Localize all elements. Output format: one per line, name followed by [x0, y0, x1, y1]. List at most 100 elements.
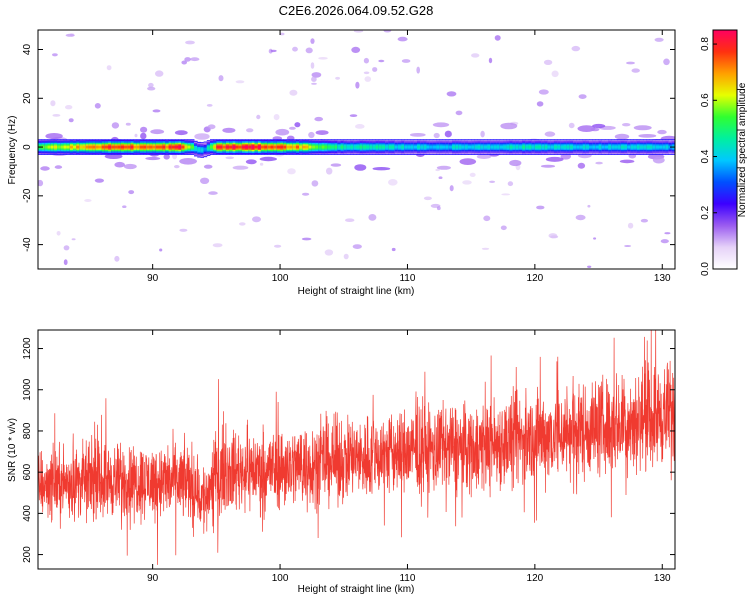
x-tick-label: 130 [654, 573, 671, 584]
band-cell [582, 145, 587, 149]
halo-blob [222, 127, 236, 133]
band-cell [458, 145, 463, 149]
halo-blob [45, 133, 63, 140]
band-cell [350, 145, 354, 149]
band-cell [557, 145, 561, 149]
halo-blob [194, 133, 210, 140]
halo-blob [500, 122, 518, 130]
halo-blob [433, 132, 440, 139]
band-cell [327, 145, 332, 149]
noise-speckle [128, 190, 135, 195]
noise-speckle [181, 60, 187, 65]
band-cell [324, 145, 329, 149]
noise-speckle [174, 165, 180, 169]
band-cell [439, 145, 443, 149]
band-cell [611, 145, 615, 149]
band-cell [254, 145, 259, 149]
halo-blob [354, 164, 367, 171]
halo-blob [232, 165, 249, 170]
band-cell [630, 145, 634, 149]
noise-speckle [63, 245, 70, 251]
band-cell [53, 145, 58, 149]
band-cell [589, 145, 593, 149]
halo-blob [245, 159, 257, 165]
noise-speckle [311, 180, 319, 187]
band-cell [159, 145, 163, 149]
noise-speckle [71, 238, 76, 241]
noise-speckle [289, 89, 298, 96]
halo-blob [259, 156, 277, 162]
band-cell [652, 145, 657, 149]
noise-speckle [106, 65, 112, 71]
noise-speckle [311, 76, 317, 82]
band-cell [515, 145, 520, 149]
band-cell [569, 145, 574, 149]
y-tick-label: 20 [22, 92, 33, 104]
band-cell [474, 145, 478, 149]
band-cell [270, 145, 275, 149]
band-cell [620, 145, 625, 149]
noise-speckle [363, 57, 369, 64]
x-tick-label: 130 [654, 273, 671, 284]
band-cell [407, 145, 412, 149]
noise-speckle [274, 244, 282, 248]
noise-speckle [292, 46, 298, 52]
band-cell [553, 145, 558, 149]
band-cell [318, 145, 322, 149]
halo-blob [444, 130, 452, 138]
band-cell [369, 145, 373, 149]
band-cell [257, 145, 262, 149]
halo-blob [540, 164, 556, 168]
y-tick-label: -40 [22, 237, 33, 252]
halo-blob [163, 154, 170, 160]
band-cell [566, 145, 571, 149]
noise-speckle [270, 49, 277, 53]
noise-speckle [593, 237, 597, 240]
noise-speckle [455, 110, 463, 116]
noise-speckle [568, 122, 575, 129]
noise-speckle [624, 245, 632, 247]
band-cell [289, 145, 294, 149]
noise-speckle [94, 178, 104, 183]
noise-speckle [631, 68, 640, 73]
noise-speckle [536, 101, 544, 107]
band-cell [184, 145, 189, 149]
noise-speckle [352, 244, 362, 250]
band-cell [643, 145, 647, 149]
band-cell [260, 145, 265, 149]
y-tick-label: 600 [22, 463, 33, 480]
band-cell [655, 145, 660, 149]
band-cell [372, 145, 377, 149]
noise-speckle [155, 70, 164, 77]
band-cell [104, 145, 109, 149]
band-cell [149, 145, 154, 149]
halo-blob [614, 133, 630, 140]
noise-speckle [640, 218, 649, 223]
band-cell [544, 145, 548, 149]
band-cell [404, 145, 408, 149]
noise-speckle [378, 59, 385, 63]
y-tick-label: 400 [22, 505, 33, 522]
band-cell [614, 145, 619, 149]
halo-blob [372, 167, 391, 171]
halo-blob [409, 133, 426, 137]
noise-speckle [50, 100, 56, 107]
band-cell [665, 145, 670, 149]
band-cell [143, 145, 147, 149]
halo-blob [140, 126, 148, 133]
band-cell [636, 145, 641, 149]
halo-blob [111, 122, 120, 129]
band-cell [92, 145, 96, 149]
band-cell [114, 145, 119, 149]
band-cell [283, 145, 287, 149]
noise-speckle [305, 47, 313, 54]
noise-speckle [190, 57, 200, 62]
band-cell [595, 145, 599, 149]
band-cell [73, 145, 77, 149]
snr-ticks: 90 100 110 120 130 200 400 600 800 1000 1200 [22, 330, 675, 584]
x-tick-label: 90 [147, 573, 159, 584]
halo-blob [150, 129, 165, 135]
noise-speckle [335, 76, 340, 80]
band-cell [487, 145, 491, 149]
band-cell [241, 145, 246, 149]
